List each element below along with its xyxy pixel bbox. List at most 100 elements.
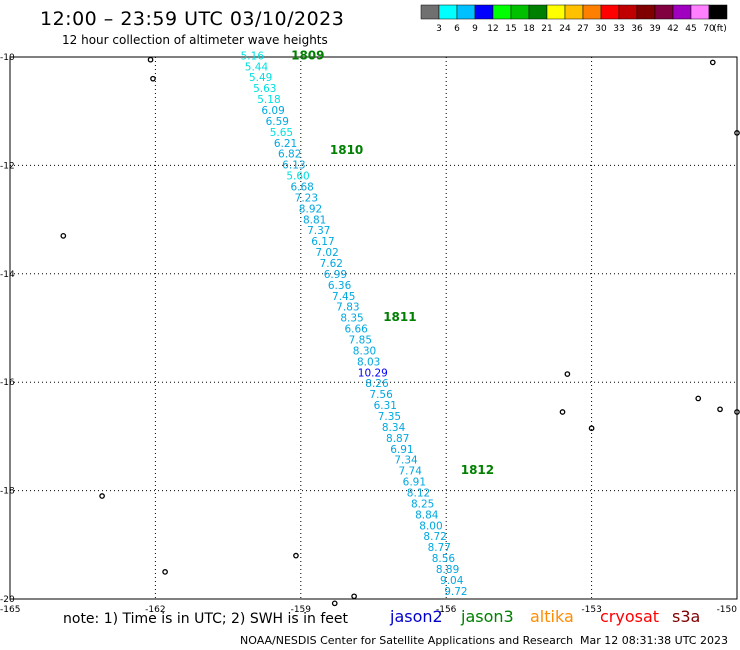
swh-value: 7.62 [320, 258, 343, 270]
colorbar-label: 24 [559, 24, 571, 34]
swh-value: 6.31 [374, 400, 397, 412]
island-outline [734, 130, 740, 136]
island-outline [709, 59, 716, 66]
colorbar-label: 45 [685, 24, 696, 34]
colorbar-label: 42 [667, 24, 678, 34]
swh-value: 8.84 [415, 509, 439, 521]
swh-value: 6.99 [324, 269, 347, 281]
swh-value: 7.45 [332, 291, 355, 303]
colorbar-swatch [708, 4, 728, 20]
swh-value: 8.25 [411, 498, 434, 510]
swh-value: 6.17 [311, 236, 334, 248]
swh-value: 8.34 [382, 422, 406, 434]
swh-value: 8.00 [419, 520, 442, 532]
swh-value: 6.82 [278, 149, 301, 161]
colorbar-swatch [474, 4, 494, 20]
swh-value: 8.77 [428, 542, 451, 554]
colorbar-label: 12 [487, 24, 498, 34]
time-label: 1810 [330, 143, 363, 157]
swh-value: 7.74 [399, 466, 423, 478]
footer-timestamp: Mar 12 08:31:38 UTC 2023 [580, 634, 728, 647]
swh-value: 5.63 [253, 83, 276, 95]
swh-value: 6.91 [390, 444, 413, 456]
island-outline [150, 75, 156, 82]
x-tick-label: -153 [581, 605, 601, 615]
island-outline [695, 395, 702, 402]
mission-cryosat: cryosat [600, 607, 660, 626]
swh-value: 7.35 [378, 411, 401, 423]
colorbar-label: (ft) [713, 24, 727, 34]
island-outline [564, 371, 571, 377]
colorbar-label: 30 [595, 24, 607, 34]
island-outline [588, 425, 595, 432]
swh-value: 6.68 [290, 182, 313, 194]
colorbar-swatch [690, 4, 710, 20]
y-tick-label: -16 [0, 378, 15, 388]
swh-value: 8.56 [432, 553, 456, 565]
swh-value: 6.13 [282, 160, 305, 172]
swh-value: 8.72 [423, 531, 446, 543]
x-tick-label: -156 [436, 605, 457, 615]
swh-value: 8.92 [299, 203, 322, 215]
swh-value: 8.89 [436, 564, 459, 576]
colorbar-label: 3 [436, 24, 442, 34]
swh-value: 8.81 [303, 214, 326, 226]
colorbar-swatch [564, 4, 584, 20]
time-label: 1811 [383, 310, 416, 324]
island-outline [717, 406, 723, 413]
mission-jason2: jason2 [390, 607, 443, 626]
island-outline [293, 552, 299, 559]
colorbar-label: 36 [631, 24, 643, 34]
mission-jason3: jason3 [461, 607, 514, 626]
swh-value: 5.16 [241, 50, 265, 62]
swh-value: 8.87 [386, 433, 409, 445]
colorbar-swatch [438, 4, 458, 20]
swh-value: 6.59 [266, 116, 289, 128]
swh-value: 7.85 [349, 335, 372, 347]
colorbar-swatch [546, 4, 566, 20]
time-label: 1809 [291, 48, 324, 62]
colorbar-label: 6 [454, 24, 460, 34]
swh-value: 8.30 [353, 345, 376, 357]
colorbar-label: 9 [472, 24, 478, 34]
colorbar-label: 39 [649, 24, 661, 34]
swh-value: 8.35 [340, 313, 363, 325]
swh-value: 7.37 [307, 225, 330, 237]
colorbar-swatch [510, 4, 530, 20]
swh-value: 8.26 [365, 378, 389, 390]
island-outline [162, 569, 168, 575]
colorbar-label: 33 [613, 24, 624, 34]
colorbar-swatch [528, 4, 548, 20]
y-tick-label: -12 [0, 161, 15, 171]
colorbar-swatch [618, 4, 638, 20]
swh-value: 9.04 [440, 575, 464, 587]
island-outline [331, 600, 338, 607]
mission-altika: altika [530, 607, 574, 626]
y-tick-label: -14 [0, 270, 15, 280]
colorbar-label: 15 [505, 24, 516, 34]
swh-value: 7.02 [315, 247, 338, 259]
colorbar-label: 21 [541, 24, 552, 34]
chart-title: 12:00 – 23:59 UTC 03/10/2023 [40, 8, 345, 30]
swh-value: 7.34 [394, 455, 418, 467]
swh-value: 6.66 [344, 324, 368, 336]
swh-value: 5.60 [286, 171, 309, 183]
swh-value: 5.49 [249, 72, 272, 84]
x-tick-label: -159 [291, 605, 312, 615]
swh-value: 5.44 [245, 61, 269, 73]
swh-value: 7.56 [369, 389, 393, 401]
colorbar-swatch [420, 4, 440, 20]
x-tick-label: -165 [0, 605, 20, 615]
swh-value: 7.23 [295, 192, 318, 204]
x-tick-label: -150 [717, 605, 738, 615]
island-outline [351, 593, 357, 600]
colorbar-swatch [672, 4, 692, 20]
swh-value: 6.91 [403, 477, 426, 489]
island-outline [734, 409, 740, 415]
colorbar-label: 18 [523, 24, 535, 34]
swh-value: 10.29 [358, 367, 388, 379]
island-outline [60, 233, 67, 239]
colorbar-swatch [654, 4, 674, 20]
island-outline [559, 409, 566, 415]
island-outline [147, 56, 154, 63]
